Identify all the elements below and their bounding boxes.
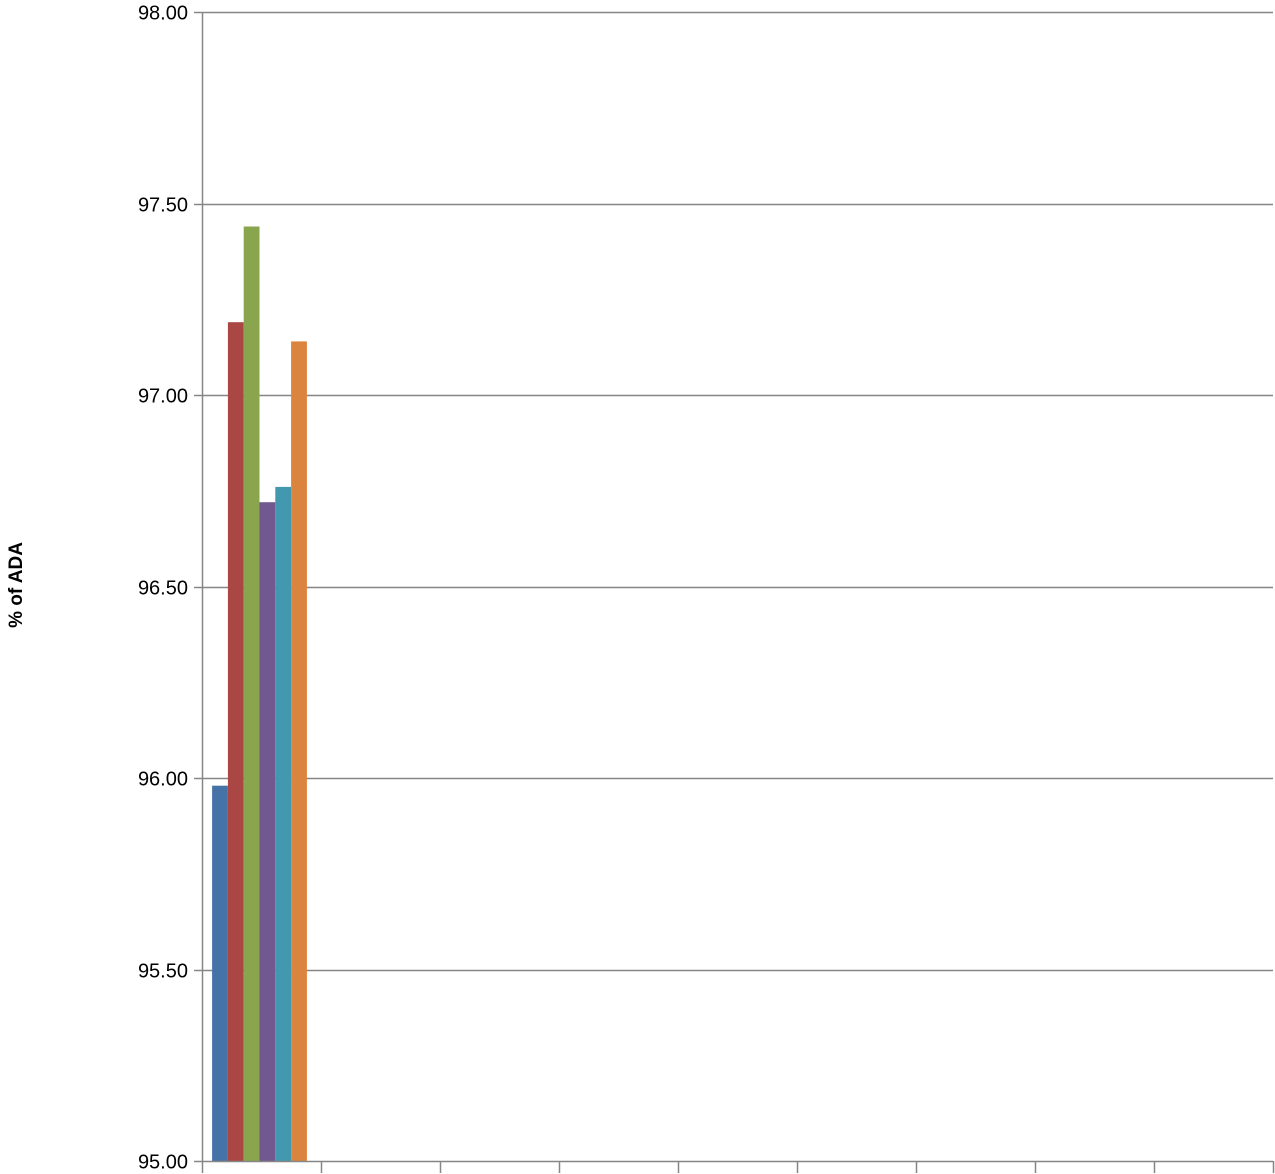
y-axis-title: % of ADA — [6, 542, 27, 628]
y-tick-label: 95.50 — [138, 961, 188, 983]
y-tick-label: 96.50 — [138, 578, 188, 600]
y-tick-label: 96.00 — [138, 769, 188, 791]
y-tick-label: 98.00 — [138, 3, 188, 25]
bar — [259, 502, 276, 1161]
axes — [194, 11, 1275, 1173]
y-tick-label: 95.00 — [138, 1152, 188, 1174]
bar — [227, 322, 244, 1161]
gridlines — [202, 11, 1273, 972]
bars — [212, 226, 307, 1161]
y-tick-label: 97.50 — [138, 195, 188, 217]
bar — [291, 341, 307, 1161]
y-tick-labels: 95.00 95.50 96.00 96.50 97.00 97.50 98.00 — [138, 3, 188, 1174]
y-tick-label: 97.00 — [138, 386, 188, 408]
bar — [243, 226, 260, 1161]
bar — [212, 785, 228, 1161]
bar — [275, 486, 292, 1161]
